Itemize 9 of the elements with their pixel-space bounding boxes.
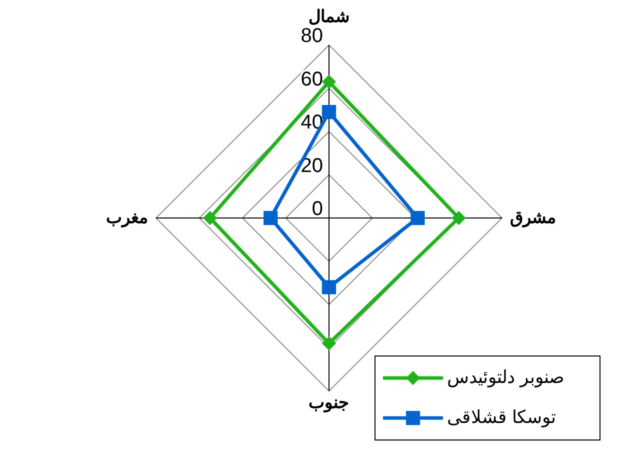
legend-label: صنوبر دلتوئیدس: [447, 367, 564, 388]
spoke-label: جنوب: [308, 393, 350, 413]
spoke-label: مغرب: [106, 208, 148, 228]
legend-label: توسکا قشلاقی: [447, 407, 556, 428]
y-tick-label: 60: [300, 68, 323, 90]
y-tick-label: 0: [312, 198, 323, 220]
spoke-label: شمال: [308, 7, 350, 26]
spoke-label: مشرق: [510, 208, 556, 228]
y-tick-label: 80: [300, 25, 323, 47]
